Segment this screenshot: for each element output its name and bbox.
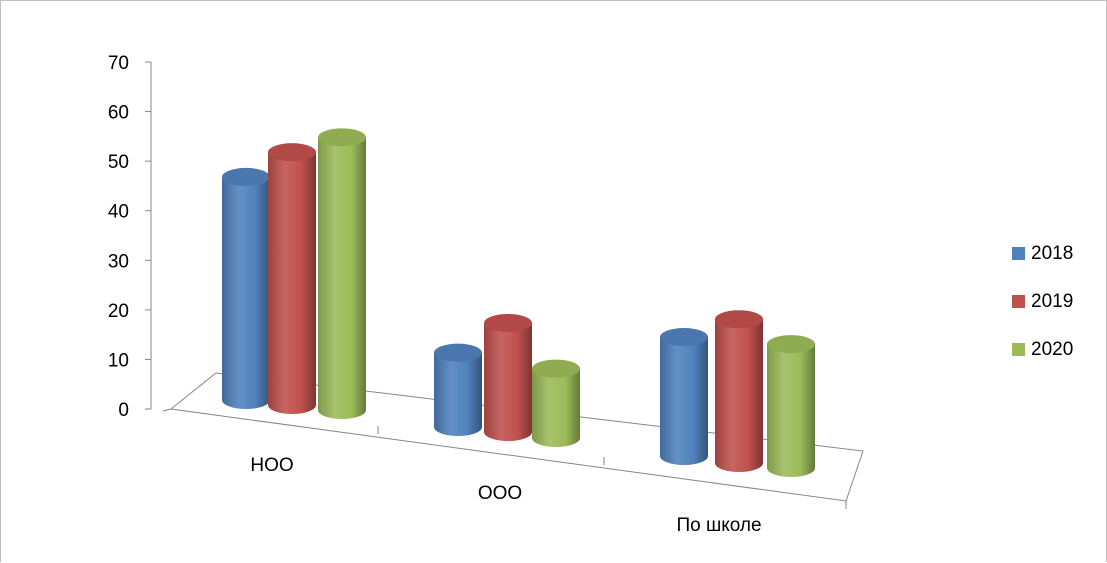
bar-2020-1 [532,359,580,447]
x-tick-label: ООО [478,483,522,504]
legend-swatch-2020 [1012,342,1025,356]
y-tick-labels: 0 10 20 30 40 50 60 70 [108,53,129,421]
axes [145,61,864,509]
x-tick-label: НОО [250,455,293,476]
legend-swatch-2018 [1012,246,1025,260]
legend-item-2018: 2018 [1012,229,1102,277]
y-tick-label: 40 [108,202,129,223]
bar-top [660,328,708,347]
y-tick-label: 50 [108,152,129,173]
bar-2019-0 [268,143,316,414]
bar-top [318,128,366,147]
legend-item-2020: 2020 [1012,325,1102,373]
legend: 2018 2019 2020 [1012,229,1102,373]
bar-body [484,322,532,441]
bar-body [434,352,482,436]
floor-tick [162,408,172,412]
bar-2019-1 [484,313,532,441]
x-tick-labels: НОО ООО По школе [250,455,761,536]
bar-body [268,152,316,414]
x-tick-label: По школе [676,515,761,536]
legend-label-2020: 2020 [1031,338,1074,360]
bar-2020-0 [318,128,366,419]
bar-2018-0 [222,167,270,409]
bar-2018-2 [660,328,708,465]
bar-body [715,319,763,472]
bar-body [532,368,580,447]
y-tick-label: 0 [118,400,129,421]
y-tick-label: 30 [108,251,129,272]
legend-label-2018: 2018 [1031,242,1074,264]
y-tick-label: 10 [108,350,129,371]
bar-2018-1 [434,343,482,436]
floor-outline [169,372,864,502]
bar-body [318,137,366,419]
bar-top [767,335,815,354]
bar-2019-2 [715,310,763,472]
bar-top [484,313,532,332]
y-tick-label: 20 [108,301,129,322]
bar-2020-2 [767,335,815,477]
bar-body [767,344,815,477]
legend-label-2019: 2019 [1031,290,1074,312]
bar-top [532,359,580,378]
bar-top [434,343,482,362]
bar-top [715,310,763,329]
y-tick-label: 70 [108,53,129,74]
bar-body [222,176,270,409]
y-tick-label: 60 [108,103,129,124]
bar-body [660,337,708,465]
legend-swatch-2019 [1012,294,1025,308]
legend-item-2019: 2019 [1012,277,1102,325]
bar-top [268,143,316,162]
bar-top [222,167,270,186]
bars [222,128,815,477]
